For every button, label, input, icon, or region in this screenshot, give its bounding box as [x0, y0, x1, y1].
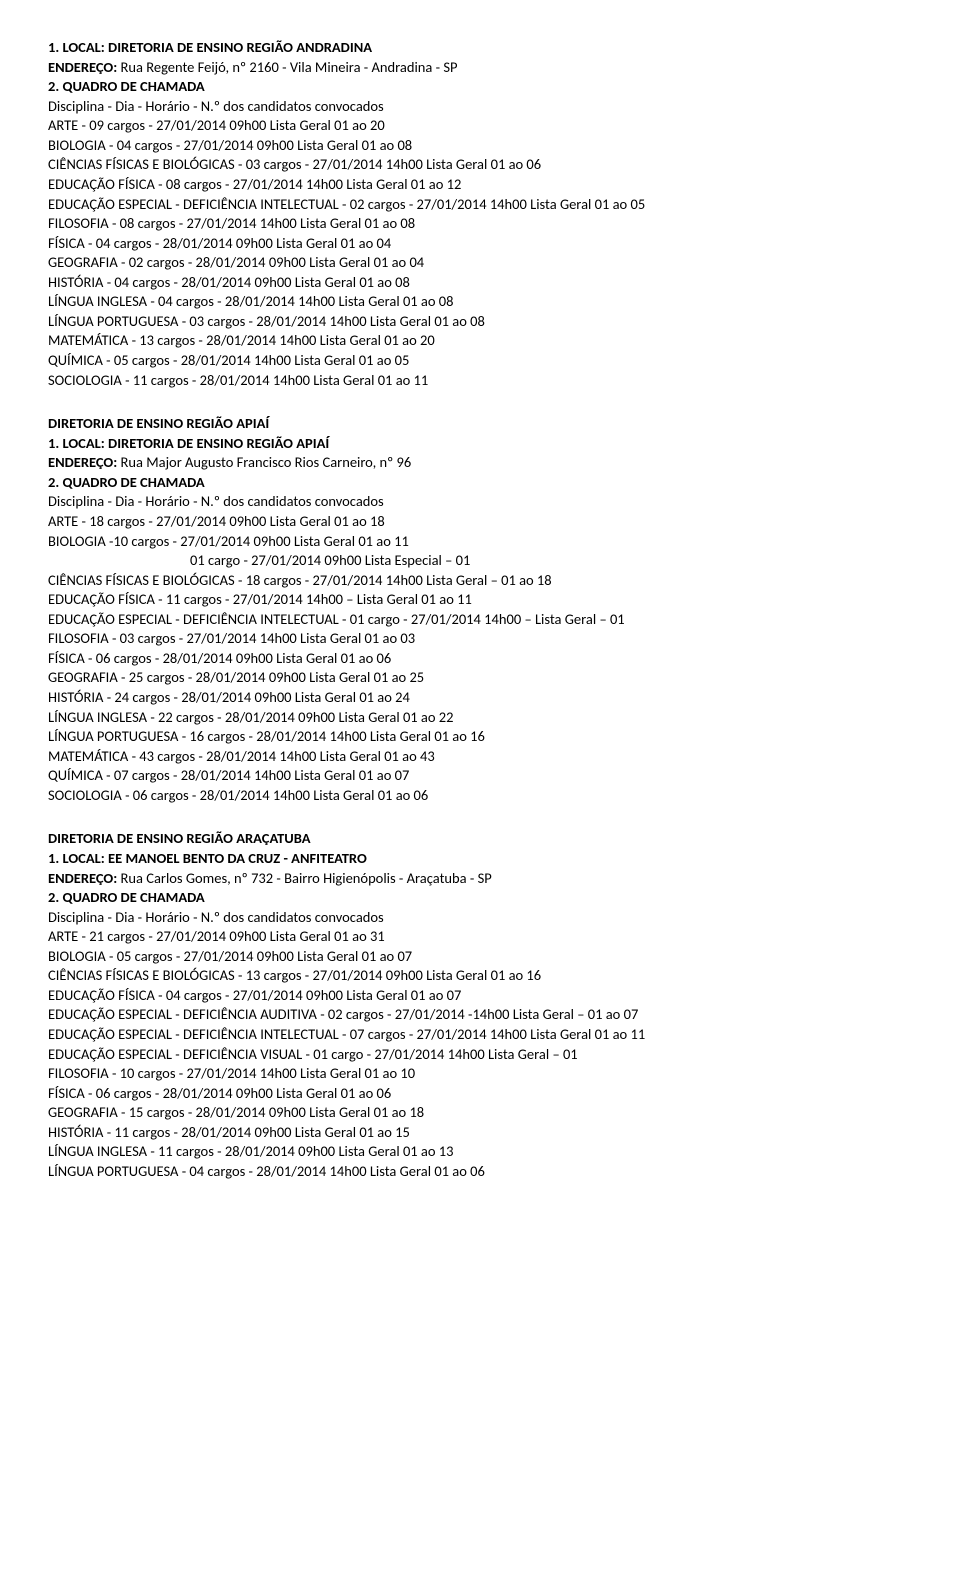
text-part: ENDEREÇO: [48, 453, 121, 471]
text-line: EDUCAÇÃO FÍSICA - 08 cargos - 27/01/2014… [48, 175, 912, 195]
text-line: Disciplina - Dia - Horário - N.º dos can… [48, 908, 912, 928]
text-line: ARTE - 21 cargos - 27/01/2014 09h00 List… [48, 927, 912, 947]
text-line: EDUCAÇÃO ESPECIAL - DEFICIÊNCIA INTELECT… [48, 1025, 912, 1045]
text-line: FILOSOFIA - 10 cargos - 27/01/2014 14h00… [48, 1064, 912, 1084]
text-line: FÍSICA - 06 cargos - 28/01/2014 09h00 Li… [48, 1084, 912, 1104]
text-part: Rua Regente Feijó, nº 2160 - Vila Mineir… [121, 58, 458, 76]
text-line: LÍNGUA PORTUGUESA - 16 cargos - 28/01/20… [48, 727, 912, 747]
text-line: LÍNGUA INGLESA - 11 cargos - 28/01/2014 … [48, 1142, 912, 1162]
text-line: ARTE - 09 cargos - 27/01/2014 09h00 List… [48, 116, 912, 136]
text-line: LÍNGUA INGLESA - 04 cargos - 28/01/2014 … [48, 292, 912, 312]
text-line: GEOGRAFIA - 02 cargos - 28/01/2014 09h00… [48, 253, 912, 273]
text-line: EDUCAÇÃO ESPECIAL - DEFICIÊNCIA INTELECT… [48, 610, 912, 630]
text-line: GEOGRAFIA - 25 cargos - 28/01/2014 09h00… [48, 668, 912, 688]
text-line: ARTE - 18 cargos - 27/01/2014 09h00 List… [48, 512, 912, 532]
text-line: 1. LOCAL: EE MANOEL BENTO DA CRUZ - ANFI… [48, 849, 912, 869]
text-line: BIOLOGIA -10 cargos - 27/01/2014 09h00 L… [48, 532, 912, 552]
text-line: ENDEREÇO: Rua Carlos Gomes, nº 732 - Bai… [48, 869, 912, 889]
text-line: HISTÓRIA - 11 cargos - 28/01/2014 09h00 … [48, 1123, 912, 1143]
text-line: FÍSICA - 06 cargos - 28/01/2014 09h00 Li… [48, 649, 912, 669]
text-line: Disciplina - Dia - Horário - N.º dos can… [48, 492, 912, 512]
text-line: BIOLOGIA - 04 cargos - 27/01/2014 09h00 … [48, 136, 912, 156]
text-line: CIÊNCIAS FÍSICAS E BIOLÓGICAS - 03 cargo… [48, 155, 912, 175]
text-line: QUÍMICA - 05 cargos - 28/01/2014 14h00 L… [48, 351, 912, 371]
text-line: QUÍMICA - 07 cargos - 28/01/2014 14h00 L… [48, 766, 912, 786]
text-line: SOCIOLOGIA - 06 cargos - 28/01/2014 14h0… [48, 786, 912, 806]
text-line: DIRETORIA DE ENSINO REGIÃO APIAÍ [48, 414, 912, 434]
text-line: FILOSOFIA - 03 cargos - 27/01/2014 14h00… [48, 629, 912, 649]
text-line: 2. QUADRO DE CHAMADA [48, 473, 912, 493]
text-line: EDUCAÇÃO ESPECIAL - DEFICIÊNCIA AUDITIVA… [48, 1005, 912, 1025]
text-line: SOCIOLOGIA - 11 cargos - 28/01/2014 14h0… [48, 371, 912, 391]
text-line: 1. LOCAL: DIRETORIA DE ENSINO REGIÃO AND… [48, 38, 912, 58]
text-part: Rua Major Augusto Francisco Rios Carneir… [121, 453, 412, 471]
text-line: 01 cargo - 27/01/2014 09h00 Lista Especi… [48, 551, 912, 571]
text-line: ENDEREÇO: Rua Regente Feijó, nº 2160 - V… [48, 58, 912, 78]
text-line: BIOLOGIA - 05 cargos - 27/01/2014 09h00 … [48, 947, 912, 967]
text-line: DIRETORIA DE ENSINO REGIÃO ARAÇATUBA [48, 829, 912, 849]
text-line: FÍSICA - 04 cargos - 28/01/2014 09h00 Li… [48, 234, 912, 254]
text-part: ENDEREÇO: [48, 869, 121, 887]
text-line: Disciplina - Dia - Horário - N.º dos can… [48, 97, 912, 117]
text-line: MATEMÁTICA - 43 cargos - 28/01/2014 14h0… [48, 747, 912, 767]
text-part: ENDEREÇO: [48, 58, 121, 76]
text-line: LÍNGUA INGLESA - 22 cargos - 28/01/2014 … [48, 708, 912, 728]
text-part: Rua Carlos Gomes, nº 732 - Bairro Higien… [121, 869, 492, 887]
text-line: EDUCAÇÃO FÍSICA - 11 cargos - 27/01/2014… [48, 590, 912, 610]
section: DIRETORIA DE ENSINO REGIÃO APIAÍ1. LOCAL… [48, 414, 912, 805]
text-line: CIÊNCIAS FÍSICAS E BIOLÓGICAS - 18 cargo… [48, 571, 912, 591]
text-line: GEOGRAFIA - 15 cargos - 28/01/2014 09h00… [48, 1103, 912, 1123]
document-body: 1. LOCAL: DIRETORIA DE ENSINO REGIÃO AND… [48, 38, 912, 1182]
text-line: LÍNGUA PORTUGUESA - 04 cargos - 28/01/20… [48, 1162, 912, 1182]
text-line: ENDEREÇO: Rua Major Augusto Francisco Ri… [48, 453, 912, 473]
text-line: HISTÓRIA - 04 cargos - 28/01/2014 09h00 … [48, 273, 912, 293]
text-line: EDUCAÇÃO ESPECIAL - DEFICIÊNCIA VISUAL -… [48, 1045, 912, 1065]
text-line: CIÊNCIAS FÍSICAS E BIOLÓGICAS - 13 cargo… [48, 966, 912, 986]
text-line: HISTÓRIA - 24 cargos - 28/01/2014 09h00 … [48, 688, 912, 708]
text-line: MATEMÁTICA - 13 cargos - 28/01/2014 14h0… [48, 331, 912, 351]
text-line: 1. LOCAL: DIRETORIA DE ENSINO REGIÃO API… [48, 434, 912, 454]
section: 1. LOCAL: DIRETORIA DE ENSINO REGIÃO AND… [48, 38, 912, 390]
text-line: EDUCAÇÃO ESPECIAL - DEFICIÊNCIA INTELECT… [48, 195, 912, 215]
text-line: 2. QUADRO DE CHAMADA [48, 888, 912, 908]
text-line: FILOSOFIA - 08 cargos - 27/01/2014 14h00… [48, 214, 912, 234]
section: DIRETORIA DE ENSINO REGIÃO ARAÇATUBA1. L… [48, 829, 912, 1181]
text-line: 2. QUADRO DE CHAMADA [48, 77, 912, 97]
text-line: LÍNGUA PORTUGUESA - 03 cargos - 28/01/20… [48, 312, 912, 332]
text-line: EDUCAÇÃO FÍSICA - 04 cargos - 27/01/2014… [48, 986, 912, 1006]
